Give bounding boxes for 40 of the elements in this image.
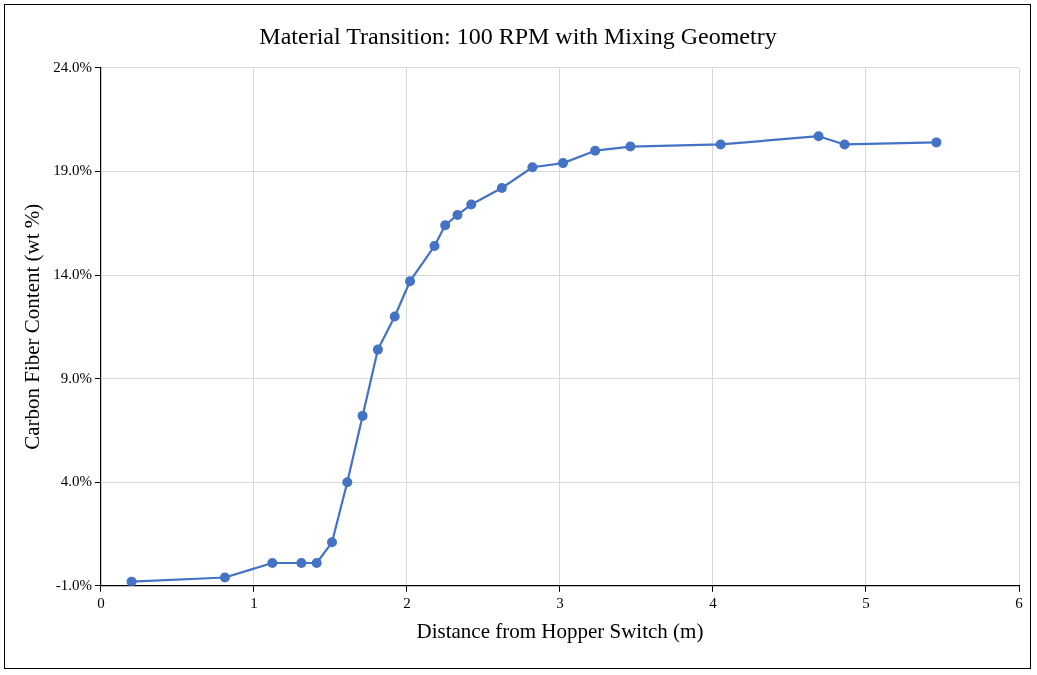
y-tick-label: 4.0%	[60, 473, 92, 490]
y-tick-label: -1.0%	[55, 576, 92, 593]
x-axis-title: Distance from Hopper Switch (m)	[416, 618, 704, 643]
point	[625, 141, 636, 152]
point	[931, 137, 942, 148]
y-tick-label: 19.0%	[53, 162, 92, 179]
point	[715, 139, 726, 150]
point	[440, 220, 451, 231]
point	[342, 477, 353, 488]
point	[389, 311, 400, 322]
point	[496, 182, 507, 193]
point	[839, 139, 850, 150]
x-tick-label: 4	[709, 594, 718, 611]
point	[311, 558, 322, 569]
point	[429, 240, 440, 251]
x-tick-label: 0	[97, 594, 105, 611]
point	[558, 158, 569, 169]
y-tick-label: 14.0%	[53, 265, 92, 282]
x-tick-label: 5	[862, 594, 870, 611]
x-tick-label: 2	[403, 594, 411, 611]
point	[590, 145, 601, 156]
point	[405, 276, 416, 287]
point	[527, 162, 538, 173]
point	[357, 410, 368, 421]
point	[326, 537, 337, 548]
x-tick-label: 6	[1015, 594, 1024, 611]
point	[452, 209, 463, 220]
y-tick-label: 24.0%	[53, 58, 92, 75]
x-tick-label: 3	[556, 594, 564, 611]
y-axis-title: Carbon Fiber Content (wt %)	[20, 203, 45, 450]
point	[219, 572, 230, 583]
point	[267, 558, 278, 569]
point	[296, 558, 307, 569]
point	[466, 199, 477, 210]
point	[372, 344, 383, 355]
y-tick-label: 9.0%	[60, 369, 92, 386]
point	[126, 576, 137, 586]
x-tick-label: 1	[250, 594, 258, 611]
chart-title: Material Transition: 100 RPM with Mixing Geometry	[259, 22, 777, 49]
point	[813, 131, 824, 142]
